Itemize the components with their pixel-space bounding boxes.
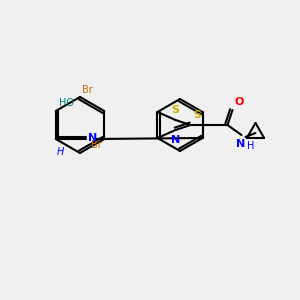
Text: O: O xyxy=(235,97,244,107)
Text: N: N xyxy=(88,133,97,143)
Text: Br: Br xyxy=(92,140,102,150)
Text: H: H xyxy=(57,147,64,157)
Text: S: S xyxy=(194,110,202,120)
Text: H: H xyxy=(248,141,255,151)
Text: N: N xyxy=(171,135,180,145)
Text: S: S xyxy=(172,105,179,115)
Text: Br: Br xyxy=(82,85,93,95)
Text: N: N xyxy=(236,139,245,149)
Text: HO: HO xyxy=(59,98,74,108)
